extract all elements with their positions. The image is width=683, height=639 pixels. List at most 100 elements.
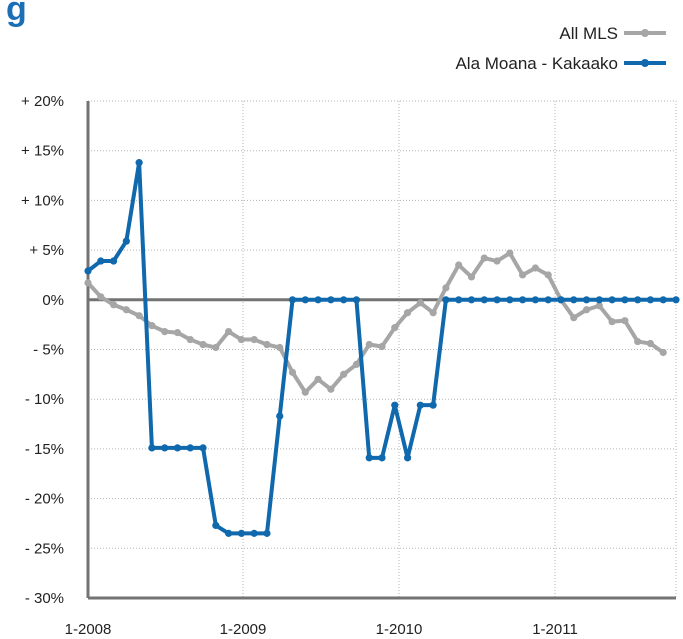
data-point <box>634 296 642 304</box>
data-point <box>212 343 220 352</box>
legend-label: Ala Moana - Kakaako <box>455 54 618 73</box>
data-point <box>276 343 284 352</box>
data-point <box>340 370 348 378</box>
data-point <box>237 335 245 344</box>
data-point <box>493 296 501 304</box>
series-line <box>86 251 665 395</box>
data-point <box>480 254 488 262</box>
data-point <box>109 257 118 265</box>
data-point <box>442 284 450 292</box>
data-point <box>186 335 194 344</box>
legend-swatch-marker <box>641 59 649 67</box>
data-point <box>519 296 527 304</box>
data-point <box>621 317 629 325</box>
series-0 <box>84 249 667 396</box>
data-point <box>109 301 118 309</box>
data-point <box>135 159 143 167</box>
series-1 <box>84 159 680 537</box>
data-point <box>582 296 591 304</box>
data-point <box>634 337 642 346</box>
data-point <box>135 312 143 320</box>
data-point <box>557 296 565 304</box>
data-point <box>544 296 552 304</box>
data-point <box>544 271 552 279</box>
data-point <box>608 318 616 326</box>
data-point <box>97 257 105 265</box>
data-point <box>531 296 539 304</box>
data-point <box>403 454 412 462</box>
data-point <box>467 273 476 281</box>
data-point <box>122 237 130 245</box>
data-point <box>263 529 271 537</box>
data-point <box>173 444 182 452</box>
data-point <box>340 296 348 304</box>
chart-title: g <box>6 0 27 28</box>
data-point <box>327 296 335 304</box>
data-point <box>314 375 322 383</box>
data-point <box>327 385 335 393</box>
data-point <box>646 296 655 304</box>
data-point <box>442 296 450 304</box>
data-point <box>621 296 629 304</box>
data-point <box>595 302 603 310</box>
data-point <box>365 454 373 462</box>
data-point <box>570 314 578 322</box>
data-point <box>467 296 476 304</box>
data-point <box>237 529 245 537</box>
data-point <box>531 264 539 272</box>
data-point <box>672 296 680 304</box>
data-point <box>250 529 258 537</box>
x-tick-label: 1-2011 <box>532 621 578 638</box>
data-point <box>659 348 667 357</box>
data-point <box>403 309 412 317</box>
y-tick-label: - 15% <box>25 441 64 458</box>
data-point <box>429 309 437 317</box>
data-point <box>416 299 424 307</box>
data-point <box>186 444 194 452</box>
data-point <box>365 340 373 349</box>
data-point <box>97 293 105 301</box>
data-point <box>276 412 284 420</box>
data-point <box>391 401 399 409</box>
data-point <box>429 401 437 409</box>
data-point <box>519 271 527 279</box>
data-point <box>595 296 603 304</box>
data-point <box>84 267 92 275</box>
data-point <box>378 454 386 462</box>
data-point <box>148 322 156 330</box>
data-point <box>416 401 424 409</box>
data-point <box>506 296 514 304</box>
data-point <box>161 328 169 336</box>
y-tick-label: - 25% <box>25 540 64 557</box>
data-point <box>506 249 514 257</box>
data-point <box>250 335 258 344</box>
data-point <box>288 296 297 304</box>
tick-labels: + 20% + 15% + 10% + 5% 0% - 5% - 10% - 15% - 20%… <box>21 93 578 638</box>
series-layer <box>84 159 680 537</box>
y-tick-label: - 5% <box>33 342 64 359</box>
data-point <box>301 388 309 396</box>
data-point <box>455 296 463 304</box>
data-point <box>391 324 399 332</box>
data-point <box>173 329 182 337</box>
data-point <box>212 521 220 530</box>
data-point <box>493 257 501 265</box>
y-tick-label: 0% <box>42 292 64 309</box>
y-tick-label: + 5% <box>29 242 64 259</box>
y-tick-label: - 20% <box>25 491 64 508</box>
data-point <box>455 261 463 269</box>
x-tick-label: 1-2009 <box>220 621 267 638</box>
data-point <box>122 306 130 314</box>
data-point <box>225 529 233 537</box>
legend-label: All MLS <box>559 24 618 43</box>
data-point <box>301 296 309 304</box>
x-tick-label: 1-2008 <box>65 621 112 638</box>
data-point <box>352 296 361 304</box>
data-point <box>646 339 655 348</box>
x-tick-label: 1-2010 <box>376 621 423 638</box>
data-point <box>570 296 578 304</box>
data-point <box>225 328 233 336</box>
data-point <box>378 342 386 351</box>
y-tick-label: + 20% <box>21 93 64 110</box>
